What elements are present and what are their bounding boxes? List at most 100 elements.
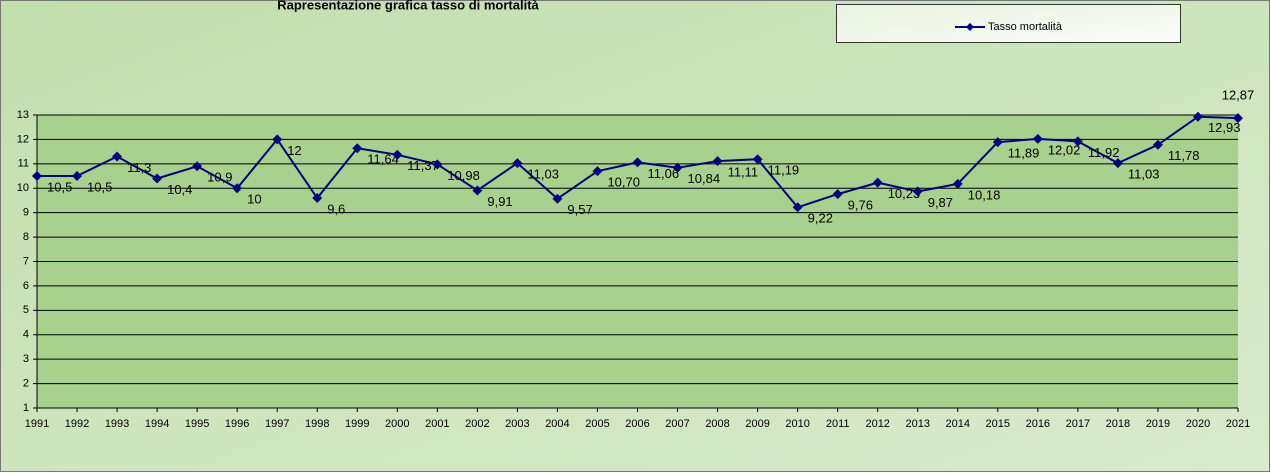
y-tick-label: 9 <box>23 207 29 219</box>
y-tick-label: 3 <box>23 353 29 365</box>
data-marker <box>472 185 483 196</box>
data-marker <box>152 173 163 184</box>
data-marker <box>872 177 883 188</box>
data-label: 10,84 <box>688 171 721 186</box>
x-tick-label: 1998 <box>305 418 329 430</box>
data-marker <box>832 189 843 200</box>
y-tick-label: 1 <box>23 402 29 414</box>
data-label: 10,98 <box>447 168 480 183</box>
x-tick-label: 2018 <box>1106 418 1130 430</box>
data-label: 10,23 <box>888 186 921 201</box>
data-label: 10,9 <box>207 170 232 185</box>
legend-marker <box>966 23 974 31</box>
data-marker <box>1152 139 1163 150</box>
y-tick-label: 2 <box>23 377 29 389</box>
y-tick-label: 4 <box>23 329 29 341</box>
x-tick-label: 2000 <box>385 418 409 430</box>
data-marker <box>232 183 243 194</box>
x-tick-label: 2002 <box>465 418 489 430</box>
data-label: 10,4 <box>167 182 192 197</box>
x-tick-label: 2019 <box>1146 418 1170 430</box>
x-tick-label: 2006 <box>625 418 649 430</box>
data-label: 11,11 <box>728 165 759 180</box>
data-marker <box>1112 158 1123 169</box>
y-tick-label: 7 <box>23 255 29 267</box>
data-label: 12,87 <box>1222 88 1255 103</box>
data-marker <box>712 156 723 167</box>
data-label: 10,70 <box>607 175 640 190</box>
data-label: 10 <box>247 192 261 207</box>
y-tick-label: 10 <box>17 182 29 194</box>
y-tick-label: 8 <box>23 231 29 243</box>
data-marker <box>1032 133 1043 144</box>
x-tick-label: 2015 <box>986 418 1010 430</box>
x-tick-label: 2016 <box>1026 418 1050 430</box>
x-tick-label: 1995 <box>185 418 209 430</box>
x-tick-label: 2009 <box>745 418 769 430</box>
x-tick-label: 2003 <box>505 418 529 430</box>
x-tick-label: 1991 <box>25 418 49 430</box>
data-label: 9,87 <box>928 195 953 210</box>
data-marker <box>272 134 283 145</box>
x-tick-label: 2004 <box>545 418 569 430</box>
data-marker <box>112 151 123 162</box>
data-marker <box>312 193 323 204</box>
data-label: 11,03 <box>527 167 559 182</box>
data-label: 11,37 <box>407 158 439 173</box>
y-tick-label: 12 <box>17 133 29 145</box>
data-marker <box>752 154 763 165</box>
y-tick-label: 13 <box>17 109 29 121</box>
data-marker <box>32 171 42 182</box>
data-marker <box>992 137 1003 148</box>
data-label: 11,06 <box>648 166 680 181</box>
x-tick-label: 2010 <box>785 418 809 430</box>
data-marker <box>1233 113 1243 124</box>
legend <box>836 4 1181 43</box>
x-tick-label: 2007 <box>665 418 689 430</box>
data-label: 11,78 <box>1168 148 1200 163</box>
data-label: 9,76 <box>848 198 873 213</box>
data-label: 9,6 <box>327 201 345 216</box>
data-marker <box>352 143 363 154</box>
x-tick-label: 2008 <box>705 418 729 430</box>
data-marker <box>192 161 203 172</box>
data-marker <box>1072 136 1083 147</box>
data-label: 12 <box>287 143 301 158</box>
data-label: 10,5 <box>47 179 72 194</box>
x-tick-label: 2001 <box>425 418 449 430</box>
data-label: 11,89 <box>1008 146 1040 161</box>
data-marker <box>632 157 643 168</box>
y-tick-label: 5 <box>23 304 29 316</box>
x-tick-label: 1999 <box>345 418 369 430</box>
chart-title: Rapresentazione grafica tasso di mortali… <box>277 0 539 12</box>
x-tick-label: 1993 <box>105 418 129 430</box>
data-label: 10,18 <box>968 187 1001 202</box>
data-marker <box>432 159 443 170</box>
data-marker <box>512 158 523 169</box>
x-tick-label: 2011 <box>826 418 850 430</box>
data-label: 11,92 <box>1088 145 1120 160</box>
data-label: 11,64 <box>367 152 399 167</box>
data-marker <box>672 162 683 173</box>
data-label: 11,03 <box>1128 167 1160 182</box>
x-tick-label: 2017 <box>1066 418 1090 430</box>
x-tick-label: 2020 <box>1186 418 1210 430</box>
y-tick-label: 6 <box>23 280 29 292</box>
data-label: 11,19 <box>768 163 800 178</box>
data-label: 9,91 <box>487 194 512 209</box>
x-tick-label: 2012 <box>865 418 889 430</box>
data-label: 12,02 <box>1048 142 1081 157</box>
data-label: 10,5 <box>87 179 112 194</box>
data-marker <box>912 186 923 197</box>
data-label: 9,22 <box>808 211 833 226</box>
x-tick-label: 2021 <box>1226 418 1250 430</box>
legend-label: Tasso mortalità <box>988 21 1063 33</box>
x-tick-label: 1992 <box>65 418 89 430</box>
x-tick-label: 2013 <box>905 418 929 430</box>
data-marker <box>592 166 603 177</box>
data-marker <box>392 149 403 160</box>
data-label: 12,93 <box>1208 120 1241 135</box>
data-label: 11,3 <box>127 160 151 175</box>
x-tick-label: 2005 <box>585 418 609 430</box>
